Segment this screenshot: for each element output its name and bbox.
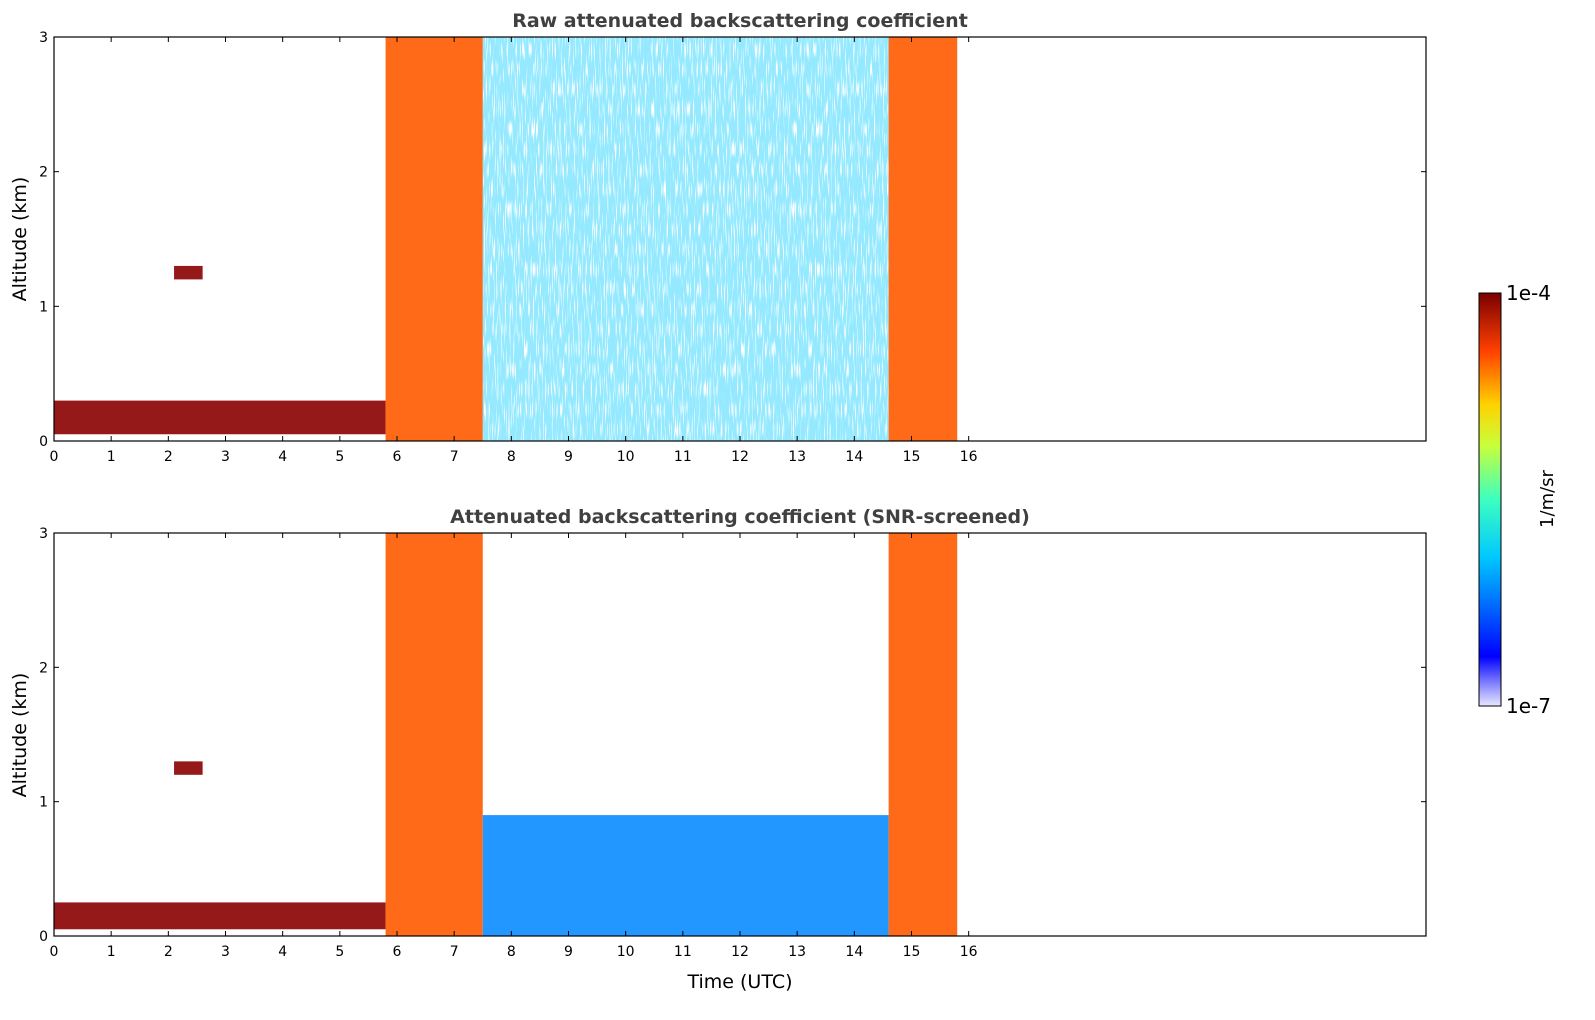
x-tick-label: 4	[278, 944, 287, 960]
colorbar: 1e-4 1e-7 1/m/sr	[1478, 281, 1558, 718]
x-tick-label: 5	[335, 944, 344, 960]
x-tick-label: 10	[617, 944, 635, 960]
x-tick-label: 3	[221, 449, 230, 465]
y-tick-label: 2	[39, 660, 48, 676]
panel-screened: Attenuated backscattering coefficient (S…	[9, 506, 1427, 993]
x-tick-label: 2	[164, 449, 173, 465]
heatmap-layer	[54, 533, 958, 936]
colorbar-max-label: 1e-4	[1506, 281, 1551, 305]
x-tick-label: 1	[107, 944, 116, 960]
x-tick-label: 2	[164, 944, 173, 960]
x-tick-label: 8	[507, 449, 516, 465]
y-tick-label: 3	[39, 526, 48, 542]
x-tick-label: 8	[507, 944, 516, 960]
y-axis-label: Altitude (km)	[9, 177, 31, 302]
x-axis-ticks: 0 1 2 3 4 5 6 7 8 9 10 11 12 13 14 15 16	[50, 533, 978, 960]
y-tick-label: 0	[39, 929, 48, 945]
x-tick-label: 6	[393, 944, 402, 960]
heatmap-region	[174, 265, 203, 280]
colorbar-gradient	[1478, 292, 1502, 707]
x-tick-label: 16	[960, 449, 978, 465]
heatmap-region	[888, 37, 958, 441]
x-tick-label: 9	[564, 449, 573, 465]
x-tick-label: 6	[393, 449, 402, 465]
heatmap-layer	[54, 37, 958, 441]
x-tick-label: 10	[617, 449, 635, 465]
panel-title-raw: Raw attenuated backscattering coefficien…	[512, 10, 968, 32]
x-axis-label: Time (UTC)	[686, 971, 792, 993]
x-tick-label: 7	[450, 944, 459, 960]
x-tick-label: 0	[50, 944, 59, 960]
y-tick-label: 1	[39, 299, 48, 315]
x-tick-label: 4	[278, 449, 287, 465]
x-tick-label: 0	[50, 449, 59, 465]
colorbar-min-label: 1e-7	[1506, 694, 1551, 718]
y-axis-ticks: 0 1 2 3	[39, 30, 1426, 450]
heatmap-region	[385, 533, 483, 936]
x-tick-label: 15	[903, 944, 921, 960]
x-tick-label: 11	[674, 944, 692, 960]
y-tick-label: 1	[39, 795, 48, 811]
heatmap-region	[54, 902, 386, 930]
y-axis-ticks: 0 1 2 3	[39, 526, 1426, 945]
x-tick-label: 9	[564, 944, 573, 960]
x-axis-ticks: 0 1 2 3 4 5 6 7 8 9 10 11 12 13 14 15 16	[50, 37, 978, 465]
colorbar-unit: 1/m/sr	[1537, 469, 1558, 527]
heatmap-region	[888, 533, 958, 936]
heatmap-region	[385, 37, 483, 441]
panel-raw: Raw attenuated backscattering coefficien…	[9, 10, 1427, 465]
x-tick-label: 12	[731, 944, 749, 960]
x-tick-label: 11	[674, 449, 692, 465]
x-tick-label: 12	[731, 449, 749, 465]
heatmap-region	[54, 400, 386, 435]
y-axis-label: Altitude (km)	[9, 673, 31, 798]
x-tick-label: 3	[221, 944, 230, 960]
x-tick-label: 15	[903, 449, 921, 465]
x-tick-label: 1	[107, 449, 116, 465]
y-tick-label: 0	[39, 434, 48, 450]
x-tick-label: 5	[335, 449, 344, 465]
heatmap-region	[482, 815, 889, 936]
x-tick-label: 16	[960, 944, 978, 960]
x-tick-label: 14	[845, 449, 863, 465]
panel-title-screened: Attenuated backscattering coefficient (S…	[450, 506, 1030, 528]
x-tick-label: 13	[788, 944, 806, 960]
y-tick-label: 2	[39, 165, 48, 181]
x-tick-label: 14	[845, 944, 863, 960]
x-tick-label: 7	[450, 449, 459, 465]
y-tick-label: 3	[39, 30, 48, 46]
x-tick-label: 13	[788, 449, 806, 465]
heatmap-region	[174, 761, 203, 775]
heatmap-region	[482, 37, 889, 441]
